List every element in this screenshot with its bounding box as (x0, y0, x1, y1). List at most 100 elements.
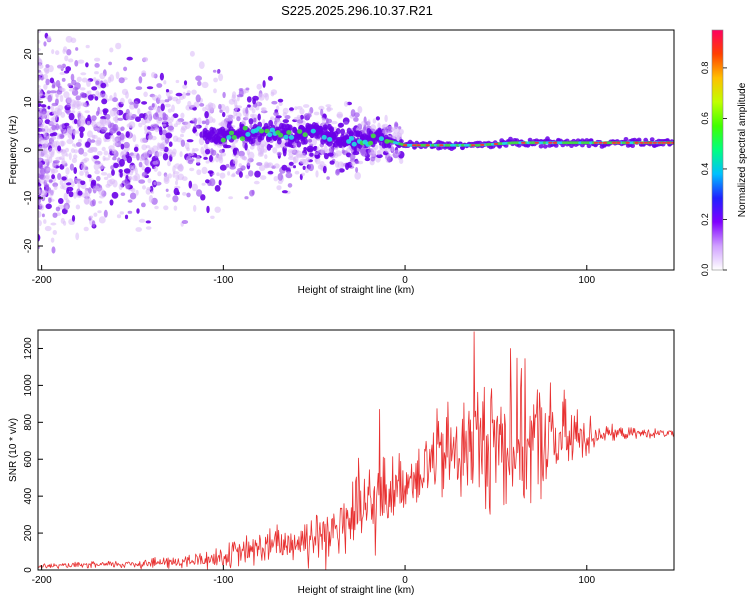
spectrogram-cell (99, 72, 106, 80)
spectrogram-cell (312, 138, 317, 146)
spectrogram-cell (47, 105, 51, 110)
spectrogram-cell (38, 137, 45, 145)
spectrogram-cell (181, 176, 188, 181)
spectrogram-cell (65, 66, 71, 72)
spectrogram-cell (639, 141, 644, 144)
spectrogram-cell (145, 226, 152, 230)
spectrogram-cell (153, 166, 158, 172)
spectrogram-cell (264, 128, 270, 134)
spectrogram-cell (193, 148, 199, 152)
spectrogram-cell (60, 148, 66, 154)
spectrogram-cell (335, 169, 340, 176)
spectrogram-cell (48, 156, 53, 164)
spectrogram-cell (112, 97, 118, 103)
spectrogram-cell (132, 175, 138, 182)
spectrogram-cell (51, 49, 55, 55)
spectrogram-cell (670, 141, 674, 144)
spectrogram-cell (138, 161, 143, 168)
spectrogram-cell (46, 90, 51, 94)
spectrogram-cell (109, 95, 113, 101)
spectrogram-cell (65, 167, 70, 175)
spectrogram-cell (151, 72, 156, 78)
spectrogram-cell (439, 144, 444, 147)
spectrogram-cell (191, 89, 197, 95)
spectrogram-cell (384, 147, 391, 153)
spectrogram-cell (480, 143, 485, 146)
snr-y-tick-label: 400 (23, 487, 34, 504)
spectrogram-cell (238, 150, 245, 157)
spectrogram-cell (59, 72, 66, 75)
spectrogram-cell (113, 162, 119, 169)
spectrogram-cell (49, 133, 55, 137)
spectrogram-cell (201, 81, 209, 89)
spectrogram-cell (141, 202, 146, 208)
spectrogram-cell (210, 215, 215, 219)
spectrogram-cell (155, 107, 163, 113)
spectrogram-x-tick-label: 100 (578, 275, 595, 286)
spectrogram-cell (303, 113, 310, 121)
spectrogram-cell (66, 102, 71, 108)
spectrogram-cell (127, 210, 133, 214)
spectrogram-cell (79, 131, 84, 139)
spectrogram-cell (80, 72, 87, 76)
spectrogram-cell (207, 170, 214, 174)
spectrogram-cell (125, 113, 131, 121)
spectrogram-cell (57, 173, 62, 180)
snr-y-tick-label: 600 (23, 450, 34, 467)
spectrogram-cell (159, 72, 164, 81)
spectrogram-cell (66, 186, 74, 192)
spectrogram-cell (65, 205, 69, 211)
spectrogram-cell (142, 57, 149, 62)
spectrogram-cell (259, 164, 266, 172)
spectrogram-cell (189, 50, 195, 57)
spectrogram-cell (133, 146, 139, 152)
snr-y-tick-label: 800 (23, 414, 34, 431)
spectrogram-cell (172, 96, 179, 102)
spectrogram-cell (43, 146, 48, 155)
spectrogram-cell (281, 164, 288, 171)
spectrogram-cell (233, 109, 238, 117)
spectrogram-cell (213, 88, 217, 94)
spectrogram-cell (216, 172, 220, 177)
spectrogram-cell (119, 158, 125, 167)
spectrogram-cell (118, 169, 123, 173)
spectrogram-cell (73, 191, 77, 199)
spectrogram-cell (38, 210, 42, 218)
spectrogram-cell (157, 171, 162, 177)
spectrogram-x-tick-label: -100 (213, 275, 233, 286)
spectrogram-cell (49, 120, 56, 125)
spectrogram-cell (157, 94, 162, 100)
spectrogram-cell (361, 121, 366, 126)
spectrogram-cell (277, 179, 283, 185)
spectrogram-cell (126, 56, 133, 61)
spectrogram-cell (144, 115, 148, 124)
spectrogram-cell (250, 113, 255, 118)
snr-y-tick-label: 0 (23, 567, 34, 573)
spectrogram-cell (65, 147, 69, 153)
spectrogram-cell (86, 79, 91, 87)
spectrogram-cell (283, 134, 289, 140)
spectrogram-cell (182, 84, 188, 89)
spectrogram-cell (120, 97, 125, 105)
spectrogram-cell (377, 127, 382, 134)
spectrogram-cell (196, 169, 202, 176)
spectrogram-cell (197, 117, 202, 125)
spectrogram-cell (57, 64, 64, 70)
spectrogram-cell (50, 105, 55, 111)
spectrogram-cell (186, 192, 191, 198)
spectrogram-cell (138, 179, 146, 184)
spectrogram-cell (146, 86, 154, 90)
snr-x-ticks: -200 -100 0 100 (32, 565, 596, 586)
spectrogram-cell (151, 102, 158, 110)
spectrogram-cell (63, 46, 68, 52)
spectrogram-cell (75, 47, 79, 51)
spectrogram-cell (84, 189, 89, 198)
spectrogram-cell (553, 143, 559, 148)
chart-title: S225.2025.296.10.37.R21 (281, 3, 433, 18)
spectrogram-cell (38, 189, 44, 195)
spectrogram-cell (353, 112, 360, 118)
spectrogram-cell (52, 230, 57, 235)
spectrogram-cell (227, 171, 231, 176)
spectrogram-cell (68, 58, 74, 63)
spectrogram-cell (195, 75, 203, 82)
